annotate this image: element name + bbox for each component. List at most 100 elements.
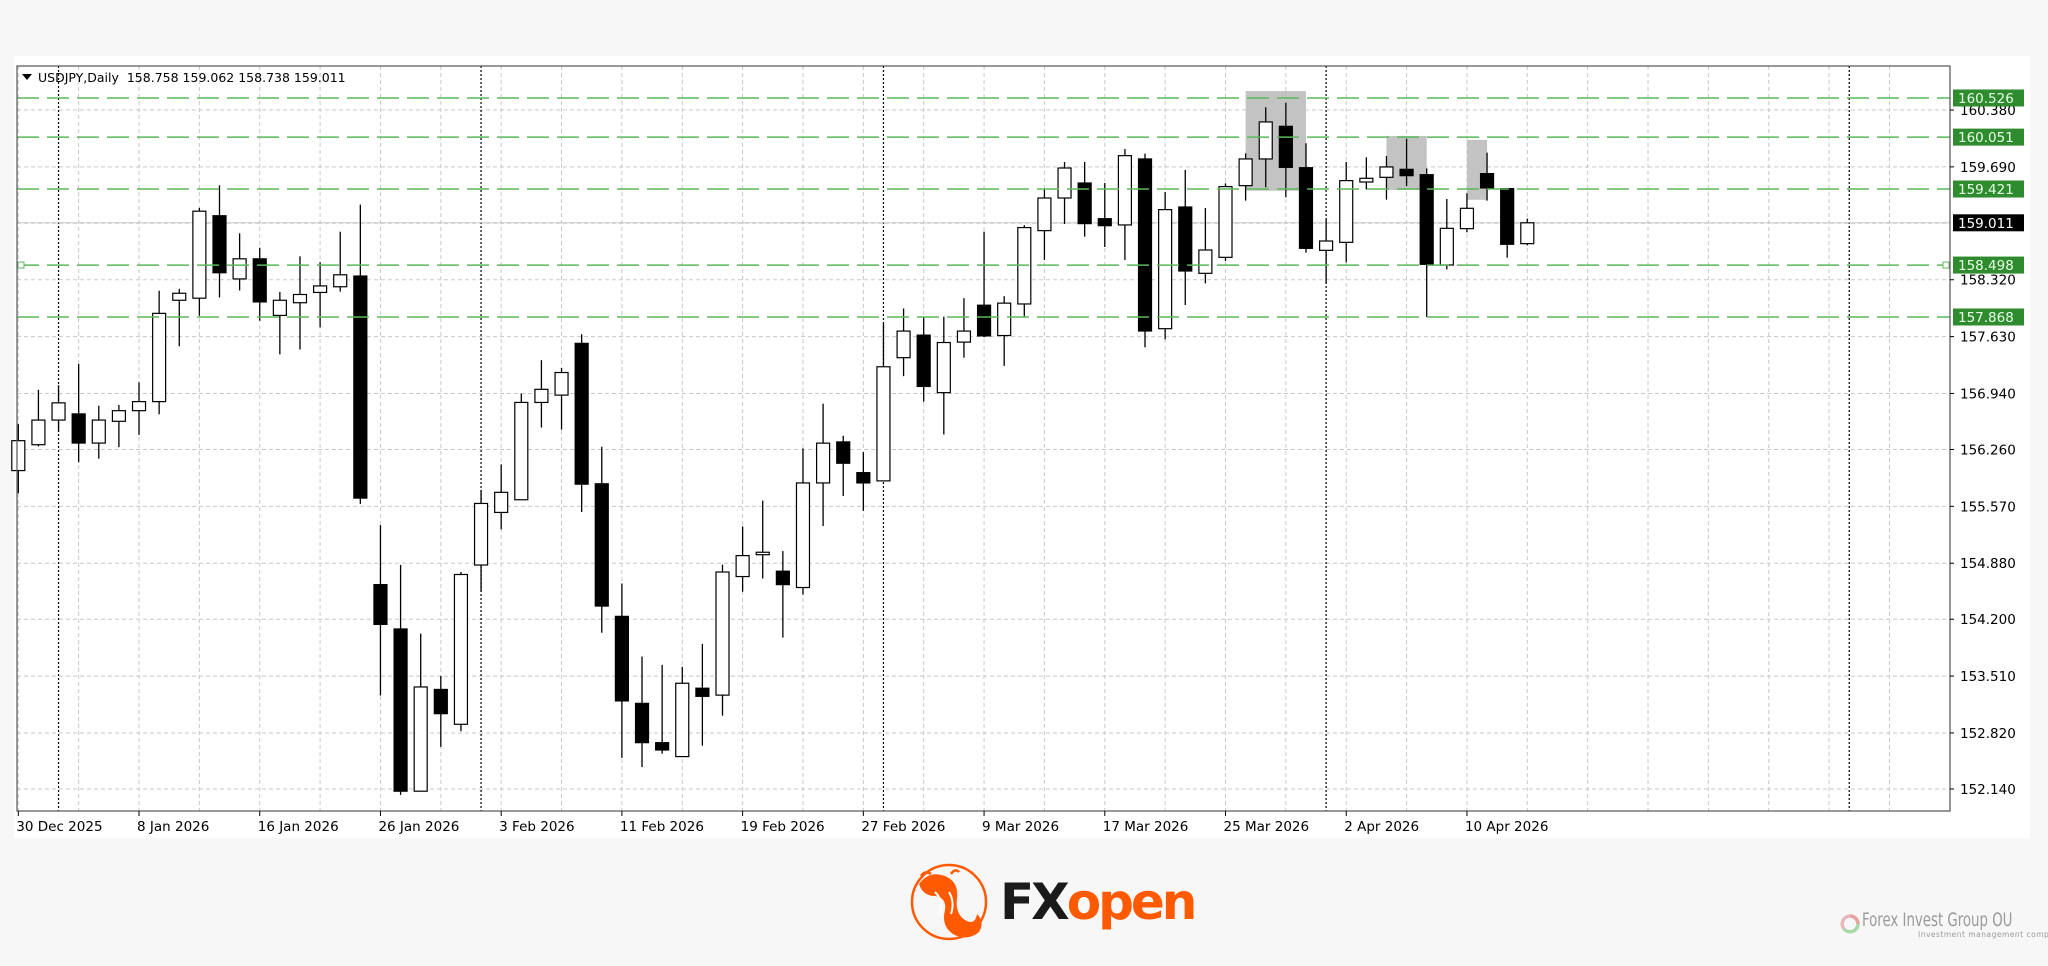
level-price-tag <box>1953 89 2024 107</box>
candle[interactable] <box>1117 148 1133 260</box>
candle[interactable] <box>11 424 26 494</box>
candle[interactable] <box>614 583 630 758</box>
candle[interactable] <box>554 367 569 430</box>
bullish-candle-body <box>1117 155 1133 226</box>
candle[interactable] <box>192 207 207 316</box>
candle[interactable] <box>655 664 670 754</box>
candle[interactable] <box>634 656 650 768</box>
candle[interactable] <box>1359 157 1374 190</box>
candle[interactable] <box>896 308 911 377</box>
bearish-candle-body <box>353 275 368 499</box>
date-tick-label: 30 Dec 2025 <box>16 819 102 835</box>
current-price-label: 159.011 <box>1958 216 2014 232</box>
candle[interactable] <box>252 247 267 321</box>
candle[interactable] <box>1178 169 1193 306</box>
highlight-zone[interactable] <box>1245 91 1306 191</box>
candle[interactable] <box>131 382 147 435</box>
candle[interactable] <box>795 448 811 595</box>
candle[interactable] <box>1238 153 1253 201</box>
bearish-candle-body <box>614 615 630 702</box>
candle[interactable] <box>1077 161 1092 237</box>
candle[interactable] <box>594 446 609 633</box>
candle[interactable] <box>775 551 790 638</box>
candle[interactable] <box>755 500 770 579</box>
candle[interactable] <box>735 526 750 592</box>
candle[interactable] <box>433 675 448 747</box>
candle[interactable] <box>815 403 831 527</box>
candle[interactable] <box>1479 152 1495 201</box>
candle[interactable] <box>997 296 1012 366</box>
candle[interactable] <box>836 435 851 497</box>
level-anchor-left[interactable] <box>17 261 25 269</box>
candle[interactable] <box>715 564 730 716</box>
candle[interactable] <box>1017 225 1032 317</box>
logo-fx-text: FX <box>1000 873 1070 931</box>
candle[interactable] <box>574 334 589 513</box>
bullish-candle-body <box>91 419 106 444</box>
date-tick-label: 26 Jan 2026 <box>378 819 459 835</box>
candle[interactable] <box>1459 193 1475 233</box>
candle[interactable] <box>272 292 287 355</box>
candle[interactable] <box>1137 153 1153 348</box>
highlight-zone[interactable] <box>1466 139 1488 200</box>
candle[interactable] <box>675 666 690 758</box>
candle[interactable] <box>91 405 106 459</box>
candle[interactable] <box>292 256 308 350</box>
bullish-candle-body <box>473 502 489 566</box>
level-anchor-right[interactable] <box>1942 261 1950 269</box>
candle[interactable] <box>212 185 227 298</box>
candle[interactable] <box>31 389 46 447</box>
candle[interactable] <box>1218 183 1233 261</box>
candle[interactable] <box>1057 161 1072 224</box>
candle[interactable] <box>393 564 408 795</box>
bearish-candle-body <box>1077 182 1092 225</box>
candle[interactable] <box>936 316 951 435</box>
candle[interactable] <box>1198 207 1213 284</box>
candle[interactable] <box>232 233 247 291</box>
candle[interactable] <box>1399 138 1414 186</box>
date-tick-label: 19 Feb 2026 <box>741 819 825 835</box>
candle[interactable] <box>534 360 549 428</box>
candle[interactable] <box>1298 143 1314 253</box>
bullish-candle-body <box>1520 222 1535 245</box>
candle[interactable] <box>1258 107 1273 188</box>
candle[interactable] <box>856 452 871 511</box>
candle[interactable] <box>1500 188 1515 258</box>
candle[interactable] <box>413 633 428 792</box>
candle[interactable] <box>1379 155 1394 200</box>
candle[interactable] <box>333 231 348 292</box>
candle[interactable] <box>1419 168 1434 317</box>
bullish-candle-body <box>494 491 509 514</box>
candle[interactable] <box>956 298 972 358</box>
candle[interactable] <box>1037 188 1052 260</box>
candle[interactable] <box>976 231 992 338</box>
candle[interactable] <box>453 572 469 732</box>
candle[interactable] <box>494 464 509 530</box>
candle[interactable] <box>373 525 388 696</box>
bearish-candle-body <box>1097 218 1112 227</box>
candle[interactable] <box>1520 218 1535 246</box>
candle[interactable] <box>1097 183 1112 248</box>
bullish-candle-body <box>192 210 207 299</box>
candle[interactable] <box>111 404 127 448</box>
level-price-tag <box>1953 308 2024 326</box>
candle[interactable] <box>514 393 529 501</box>
candle[interactable] <box>916 316 931 402</box>
candle[interactable] <box>152 290 167 415</box>
bullish-candle-body <box>795 482 811 589</box>
bearish-candle-body <box>695 687 710 697</box>
candle[interactable] <box>876 322 891 482</box>
high-value: 159.062 <box>182 70 235 85</box>
candle[interactable] <box>353 204 368 504</box>
candle[interactable] <box>71 363 86 463</box>
candle[interactable] <box>51 385 66 432</box>
date-tick-label: 25 Mar 2026 <box>1224 819 1310 835</box>
fxopen-wordmark: FXopen <box>1000 873 1197 931</box>
candle[interactable] <box>1339 161 1354 263</box>
candle[interactable] <box>1318 218 1334 284</box>
bearish-candle-body <box>252 258 267 303</box>
candle[interactable] <box>695 643 710 746</box>
candle[interactable] <box>473 489 489 592</box>
dropdown-triangle-icon[interactable] <box>22 74 32 80</box>
